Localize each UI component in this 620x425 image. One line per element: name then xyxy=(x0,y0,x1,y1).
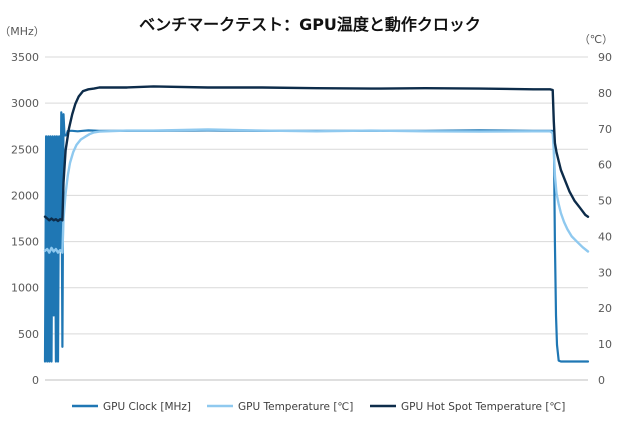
y-left-tick-label: 2000 xyxy=(11,189,39,202)
series-line-2 xyxy=(43,128,590,254)
gridlines xyxy=(45,56,588,381)
y-left-tick-label: 1500 xyxy=(11,236,39,249)
y-left-tick-label: 2500 xyxy=(11,143,39,156)
y-left-tick-label: 1000 xyxy=(11,282,39,295)
legend-label-2: GPU Temperature [℃] xyxy=(238,401,353,413)
y-left-tick-label: 500 xyxy=(18,328,39,341)
y-right-tick-label: 20 xyxy=(598,302,612,315)
chart-title: ベンチマークテスト：GPU温度と動作クロック xyxy=(139,15,481,34)
y-right-tick-label: 50 xyxy=(598,195,612,208)
y-right-tick-label: 10 xyxy=(598,338,612,351)
legend-label-3: GPU Hot Spot Temperature [℃] xyxy=(401,401,565,413)
y-right-tick-label: 70 xyxy=(598,123,612,136)
series-line-3 xyxy=(43,85,590,223)
y-right-tick-label: 0 xyxy=(598,374,605,387)
y-right-tick-label: 40 xyxy=(598,230,612,243)
legend: GPU Clock [MHz] GPU Temperature [℃] GPU Ho… xyxy=(72,401,565,413)
y-left-tick-label: 3500 xyxy=(11,51,39,64)
y-right-unit: （℃） xyxy=(579,33,613,46)
y-left-unit: （MHz） xyxy=(0,25,45,38)
y-left-tick-label: 0 xyxy=(32,374,39,387)
y-right-tick-label: 80 xyxy=(598,87,612,100)
y-left-tick-label: 3000 xyxy=(11,97,39,110)
y-right-tick-labels: 0 10 20 30 40 50 60 70 80 90 xyxy=(598,51,612,387)
y-right-tick-label: 60 xyxy=(598,159,612,172)
y-right-tick-label: 90 xyxy=(598,51,612,64)
y-right-tick-label: 30 xyxy=(598,266,612,279)
legend-label-1: GPU Clock [MHz] xyxy=(103,401,191,413)
series-lines xyxy=(43,85,590,363)
y-left-tick-labels: 0 500 1000 1500 2000 2500 3000 3500 xyxy=(11,51,39,387)
